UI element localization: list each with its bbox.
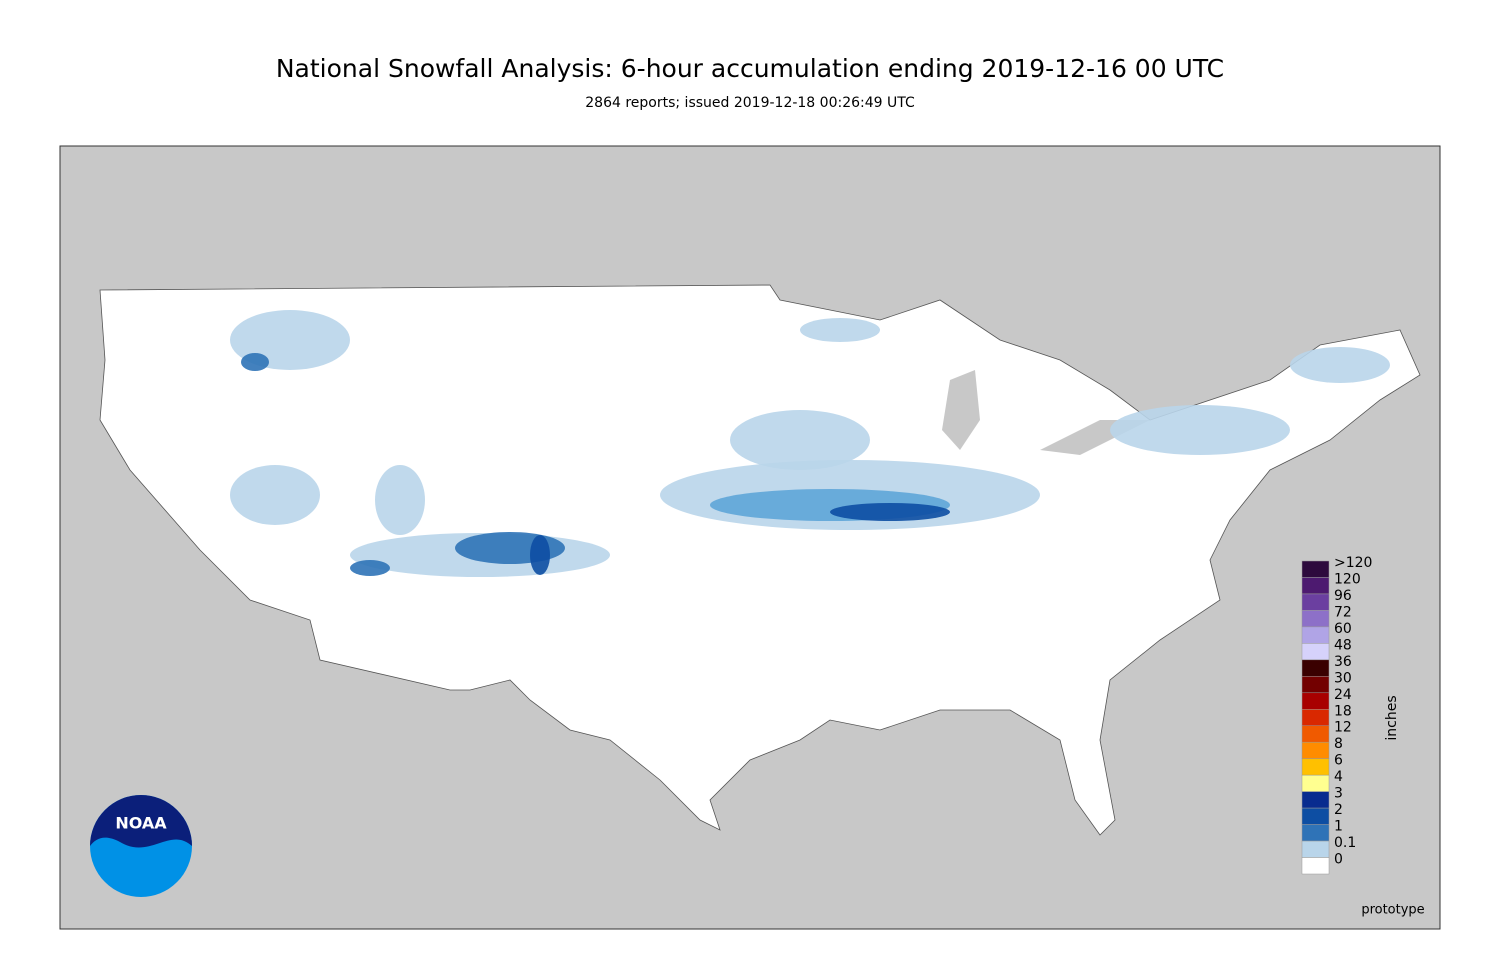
legend-label: 72 [1334, 604, 1352, 620]
legend-swatch [1301, 741, 1330, 759]
legend-label: 0.1 [1334, 835, 1356, 851]
legend-label: 3 [1334, 786, 1343, 802]
legend-swatch [1301, 643, 1330, 661]
legend-swatch [1301, 659, 1330, 677]
logo-top [90, 795, 192, 848]
lake-michigan [942, 370, 980, 450]
legend-swatch [1301, 593, 1330, 611]
logo-text: NOAA [115, 814, 167, 833]
legend-swatch [1301, 758, 1330, 776]
legend-label: 120 [1334, 571, 1361, 587]
legend-swatch [1301, 676, 1330, 694]
legend-label: 8 [1334, 736, 1343, 752]
snow-area [530, 535, 550, 575]
legend-swatch [1301, 692, 1330, 710]
legend-label: 48 [1334, 637, 1352, 653]
legend-label: 96 [1334, 588, 1352, 604]
legend-swatch [1301, 626, 1330, 644]
legend-label: 18 [1334, 703, 1352, 719]
snow-area [830, 503, 950, 521]
snow-areas [230, 310, 1390, 577]
legend-swatch [1301, 709, 1330, 726]
legend-label: >120 [1334, 555, 1372, 571]
legend-swatch [1301, 807, 1330, 825]
footer-note: prototype [1361, 903, 1424, 918]
legend-label: 24 [1334, 687, 1352, 703]
legend-swatch [1301, 577, 1330, 595]
snow-area [230, 465, 320, 525]
legend-label: 2 [1334, 802, 1343, 818]
legend-label: 6 [1334, 753, 1343, 769]
legend-label: 12 [1334, 720, 1352, 736]
snow-area [1110, 405, 1290, 455]
legend-unit: inches [1384, 695, 1400, 740]
legend-label: 4 [1334, 769, 1343, 785]
snow-area [375, 465, 425, 535]
legend-label: 30 [1334, 670, 1352, 686]
map [59, 145, 1441, 930]
legend-swatch [1301, 791, 1330, 809]
legend-label: 1 [1334, 819, 1343, 835]
legend-swatch [1301, 857, 1330, 875]
legend-swatch [1301, 560, 1330, 578]
noaa-logo: NOAA [90, 795, 192, 897]
snow-area [730, 410, 870, 470]
title: National Snowfall Analysis: 6-hour accum… [276, 54, 1224, 83]
legend-swatch [1301, 610, 1330, 628]
legend-label: 60 [1334, 621, 1352, 637]
legend-swatch [1301, 774, 1330, 792]
snow-area [350, 560, 390, 576]
snow-area [241, 353, 269, 371]
snow-area [1290, 347, 1390, 383]
snow-area [800, 318, 880, 342]
legend-swatch [1301, 824, 1330, 842]
legend-swatch [1301, 725, 1330, 743]
subtitle: 2864 reports; issued 2019-12-18 00:26:49… [585, 95, 915, 111]
legend-label: 36 [1334, 654, 1352, 670]
legend-swatch [1301, 840, 1330, 858]
legend-label: 0 [1334, 852, 1343, 868]
